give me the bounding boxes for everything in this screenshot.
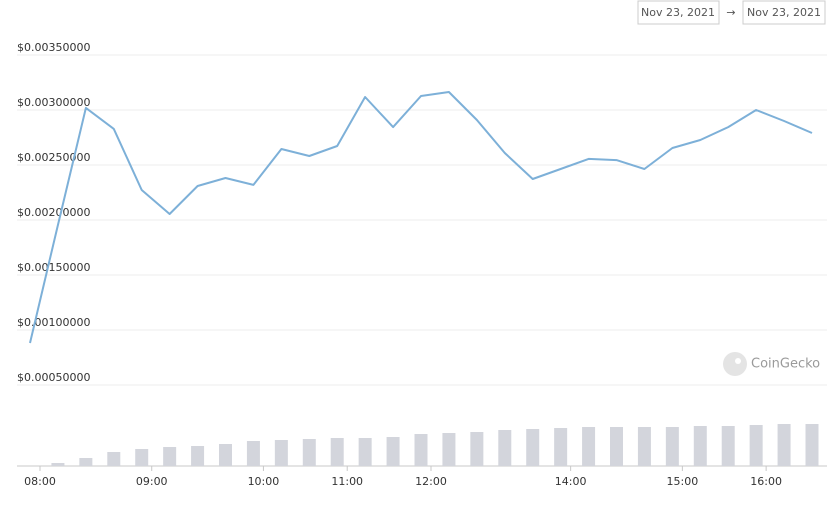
volume-bar [749, 425, 763, 466]
volume-bar [414, 434, 428, 466]
y-tick-label: $0.00350000 [17, 41, 90, 54]
volume-bar [721, 426, 735, 466]
x-tick-label: 10:00 [248, 475, 280, 488]
x-tick-label: 08:00 [24, 475, 56, 488]
volume-bar [330, 438, 344, 466]
volume-bar [219, 444, 232, 466]
date-arrow: → [726, 6, 735, 19]
volume-bar [163, 447, 177, 466]
volume-bar [637, 427, 651, 466]
volume-bar [79, 458, 93, 466]
y-tick-label: $0.00150000 [17, 261, 90, 274]
date-to-box[interactable] [742, 0, 826, 25]
volume-bar [554, 428, 568, 466]
volume-bar [246, 441, 260, 466]
y-tick-label: $0.00200000 [17, 206, 90, 219]
volume-bar [358, 438, 372, 466]
y-tick-label: $0.00100000 [17, 316, 90, 329]
watermark: CoinGecko [751, 357, 820, 372]
y-tick-label: $0.00050000 [17, 371, 90, 384]
volume-bar [51, 463, 65, 466]
volume-bar [191, 446, 205, 466]
volume-bar [526, 429, 540, 466]
x-tick-label: 15:00 [667, 475, 699, 488]
x-tick-label: 11:00 [331, 475, 363, 488]
date-to[interactable]: Nov 23, 2021 [747, 6, 821, 19]
y-tick-label: $0.00300000 [17, 96, 90, 109]
x-tick-label: 09:00 [136, 475, 168, 488]
volume-bar [386, 437, 400, 466]
date-from-box[interactable] [637, 0, 720, 25]
x-tick-label: 16:00 [750, 475, 782, 488]
watermark-logo [723, 352, 747, 376]
volume-bar [610, 427, 623, 466]
volume-bar [498, 430, 512, 466]
price-line [29, 91, 813, 344]
x-tick-label: 12:00 [415, 475, 447, 488]
volume-bar [693, 426, 707, 466]
volume-bar [582, 427, 596, 466]
watermark-logo-eye [735, 358, 741, 364]
y-tick-label: $0.00250000 [17, 151, 90, 164]
volume-bar [135, 449, 149, 466]
x-tick-label: 14:00 [555, 475, 587, 488]
volume-bar [665, 427, 679, 466]
volume-bar [805, 424, 819, 466]
volume-bar [470, 432, 484, 466]
volume-bar [274, 440, 288, 466]
volume-bar [777, 424, 791, 466]
volume-bar [302, 439, 316, 466]
volume-bar [107, 452, 121, 466]
date-from[interactable]: Nov 23, 2021 [641, 6, 715, 19]
volume-bar [442, 433, 456, 466]
